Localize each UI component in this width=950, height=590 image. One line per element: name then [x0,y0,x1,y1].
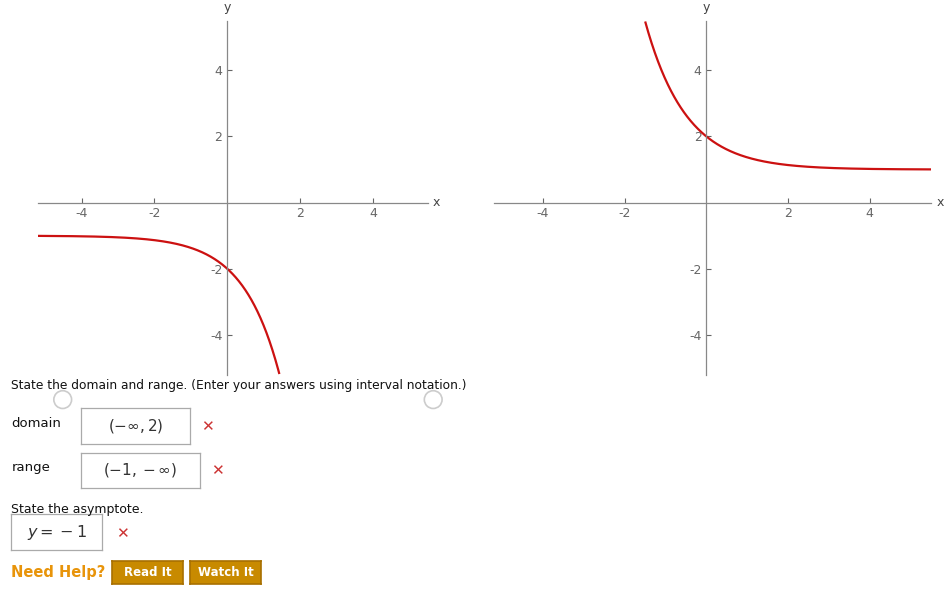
Text: ✕: ✕ [201,419,214,434]
Text: y: y [703,1,710,14]
Text: ✕: ✕ [211,463,223,478]
Text: x: x [433,196,441,209]
Text: State the asymptote.: State the asymptote. [11,503,143,516]
Text: x: x [937,196,944,209]
Text: y: y [223,1,231,14]
Text: Read It: Read It [124,566,172,579]
Text: State the domain and range. (Enter your answers using interval notation.): State the domain and range. (Enter your … [11,379,466,392]
Text: $y=-1$: $y=-1$ [27,523,86,542]
Text: $(-1,-\infty)$: $(-1,-\infty)$ [103,461,178,479]
Text: $(-\infty,2)$: $(-\infty,2)$ [107,417,163,435]
Text: Need Help?: Need Help? [11,565,105,580]
Text: Watch It: Watch It [198,566,254,579]
Text: range: range [11,461,50,474]
Text: ✕: ✕ [116,526,128,541]
Text: domain: domain [11,417,61,430]
